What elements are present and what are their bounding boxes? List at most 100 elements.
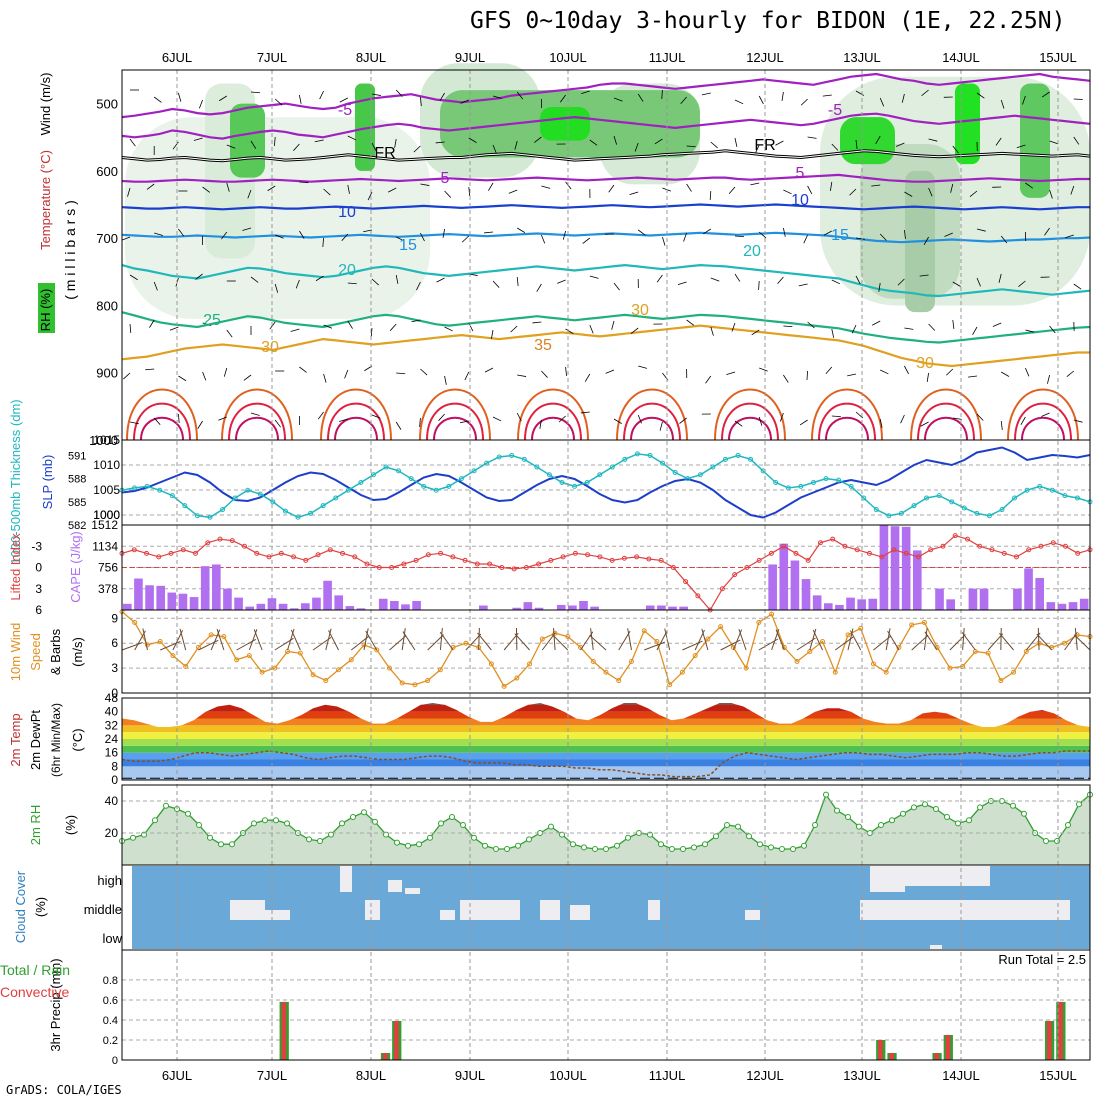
wind-speed-point — [921, 619, 927, 625]
wind-barb — [919, 274, 929, 277]
warm-contour-7-2 — [825, 416, 869, 441]
wind-speed-point — [692, 653, 698, 659]
wind-barb — [1041, 412, 1050, 417]
isotherm-line-8 — [121, 324, 1090, 368]
temp-band-5 — [122, 732, 1090, 739]
wind-speed-point — [348, 657, 354, 663]
wind-speed-point — [870, 661, 876, 667]
rh-point — [471, 834, 477, 841]
slp-tick: 1010 — [93, 458, 120, 472]
cape-bar — [167, 592, 177, 610]
wind-barb — [218, 416, 227, 421]
wind-barb — [897, 278, 905, 286]
rh-point — [460, 822, 466, 828]
cape-bar — [1035, 577, 1044, 610]
wind-speed-point — [845, 632, 851, 638]
rh-point — [955, 820, 961, 827]
wind-barb — [799, 419, 808, 426]
wind-barb — [539, 419, 542, 429]
rh-point — [1076, 801, 1082, 808]
cape-bar — [323, 580, 332, 610]
wind-barb — [783, 325, 793, 328]
wind-speed-point — [654, 639, 660, 645]
rh-point — [834, 807, 840, 814]
wind-barb — [317, 411, 324, 420]
cape-bar — [823, 603, 833, 610]
wind-barb-10m — [849, 630, 862, 651]
wind-barb — [395, 421, 402, 430]
lifted-index-point — [989, 547, 995, 553]
lifted-index-point — [193, 550, 199, 556]
thickness-point — [345, 487, 351, 493]
wind-barb — [900, 414, 905, 424]
wind-barb-10m — [551, 634, 569, 651]
rh-shading-12 — [1020, 83, 1050, 198]
contour-label: 10 — [338, 204, 356, 221]
wind-barb — [677, 281, 687, 286]
cape-bar — [946, 599, 955, 610]
wind-barb — [734, 235, 745, 238]
wind-speed-point — [412, 682, 418, 688]
cape-bar — [145, 585, 154, 610]
day-label-top: 13JUL — [843, 50, 881, 65]
rh-point — [856, 823, 862, 830]
wind-barb — [129, 421, 139, 425]
wind-barb — [734, 137, 738, 147]
wind-barb — [871, 184, 881, 187]
lifted-index-point — [438, 550, 444, 556]
rh-point — [229, 841, 235, 848]
wind-barb — [363, 229, 373, 233]
contour-label: 5 — [796, 165, 805, 182]
cloud-bar-12 — [870, 866, 905, 892]
cape-axis-label: CAPE (J/kg) — [68, 531, 83, 603]
wind-barb-10m — [216, 628, 225, 651]
wind-barb — [777, 276, 784, 285]
lifted-index-point — [695, 593, 701, 599]
wind-barb — [484, 367, 494, 373]
wind-barb — [468, 322, 474, 332]
day-label-top: 6JUL — [162, 50, 192, 65]
thickness-point — [936, 493, 942, 499]
wind10m-axis-label-2: Speed — [28, 633, 43, 671]
cape-bar — [968, 588, 978, 610]
contour-label: 20 — [743, 243, 761, 260]
rh-point — [207, 834, 213, 841]
wind-barb — [367, 191, 373, 201]
wind-speed-point — [501, 683, 507, 689]
isotherm-line-0 — [121, 72, 1091, 119]
thickness-point — [660, 460, 666, 466]
cloud-layer-label: high — [97, 873, 122, 888]
wind-barb — [202, 371, 207, 381]
contour-label: 35 — [534, 337, 552, 354]
temp-band-8 — [122, 711, 1090, 719]
warm-contour-5-1 — [623, 402, 681, 441]
wind-barb — [1001, 371, 1010, 377]
cloud-bar-6 — [440, 910, 455, 920]
warm-contour-2-0 — [320, 388, 392, 441]
contour-label: 5 — [441, 170, 450, 187]
day-label-bottom: 10JUL — [549, 1068, 587, 1083]
cape-bar — [1057, 603, 1067, 610]
wind-barb-10m — [553, 628, 556, 651]
lifted-index-point — [462, 557, 468, 563]
cloud-bar-8 — [540, 900, 560, 920]
wind-barb — [875, 135, 881, 144]
wind-barb — [637, 414, 642, 424]
wind-barb — [315, 275, 324, 282]
lifted-index-point — [854, 547, 860, 553]
wind-barb — [541, 185, 551, 189]
warm-contour-3-2 — [433, 416, 477, 441]
rh-point — [438, 820, 444, 827]
cape-bar — [979, 588, 989, 610]
wind-barb — [783, 189, 792, 195]
wind-barb — [759, 367, 768, 372]
warm-contour-7-1 — [818, 402, 876, 441]
precip-tick: 0.6 — [103, 995, 118, 1007]
wind-barb — [972, 326, 978, 335]
rh-point — [526, 836, 532, 843]
warm-contour-9-1 — [1014, 402, 1072, 441]
cape-bar — [301, 603, 310, 610]
warm-contour-4-1 — [524, 402, 582, 441]
wind-speed-point — [374, 647, 380, 653]
rh-point — [680, 846, 686, 852]
